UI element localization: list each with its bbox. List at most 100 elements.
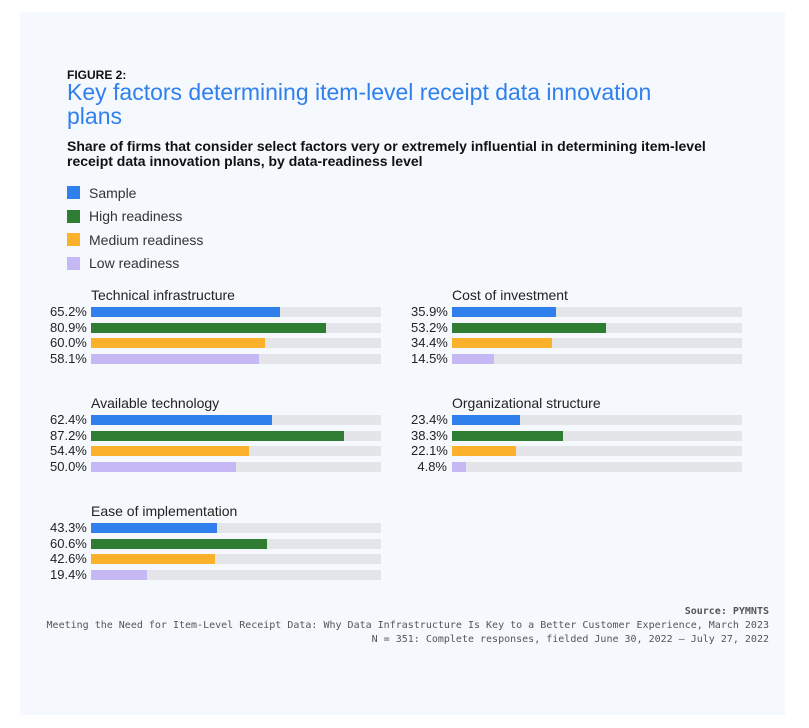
bar [452,322,607,333]
bar-track [91,446,381,457]
data-label: 14.5% [411,351,448,367]
data-label: 35.9% [411,304,448,319]
bar-track [452,446,742,457]
data-label: 50.0% [50,459,87,475]
bar-track [91,554,381,565]
bar [91,554,215,565]
bar [452,462,466,473]
bar-row: 35.9% [411,304,751,319]
source: Source: PYMNTS [684,606,769,617]
data-label: 38.3% [411,427,448,443]
chart-title: Key factors determining item-level recei… [67,79,652,129]
bar-track [91,430,381,441]
bar-track [91,338,381,349]
bar-track [452,322,742,333]
bar-track [91,570,381,581]
bar [452,354,495,365]
bar-row: 23.4% [411,412,751,427]
bar-track [91,462,381,473]
bar-row: 65.2% [50,304,390,319]
bar [91,570,148,581]
data-label: 60.6% [50,535,87,551]
legend-swatch [67,209,80,223]
bar [91,462,236,473]
bar [91,538,267,549]
bar-row: 80.9% [50,321,390,334]
data-label: 54.4% [50,443,87,459]
data-label: 34.4% [411,335,448,351]
legend-swatch [67,233,80,247]
bar-row: 60.6% [50,535,390,551]
bar [452,430,564,441]
bar-row: 22.1% [411,443,751,459]
data-label: 62.4% [50,412,87,427]
sample-note: N = 351: Complete responses, fielded Jun… [371,634,769,645]
panel-title: Available technology [91,395,220,411]
bar [91,430,344,441]
panel-title: Ease of implementation [91,503,238,519]
bar-row: 87.2% [50,429,390,442]
legend-label: Medium readiness [89,231,204,248]
bar [91,322,326,333]
bar-row: 14.5% [411,351,751,367]
bar [452,415,520,425]
panel-title: Technical infrastructure [91,287,235,303]
bar [452,338,552,349]
bar-track [91,322,381,333]
bar-row: 19.4% [50,567,390,583]
report-citation: Meeting the Need for Item-Level Receipt … [46,620,769,631]
data-label: 43.3% [50,520,87,535]
bar-row: 42.6% [50,551,390,567]
data-label: 23.4% [411,412,448,427]
data-label: 60.0% [50,335,87,351]
bar-row: 38.3% [411,427,751,443]
data-label: 22.1% [411,443,448,459]
data-label: 4.8% [417,459,447,475]
bar-row: 53.2% [411,319,751,335]
legend: Sample High readiness Medium readiness Low … [67,181,203,275]
panel-title: Organizational structure [452,395,601,411]
legend-item: Low readiness [67,252,203,276]
bar-track [452,307,742,317]
bar [91,415,272,425]
bar [91,354,260,365]
bar [91,307,281,317]
bar-track [452,338,742,349]
data-label: 42.6% [50,551,87,567]
legend-item: Medium readiness [67,228,203,252]
panel-title: Cost of investment [452,287,568,303]
chart-subtitle: Share of firms that consider select fact… [67,138,706,169]
legend-swatch [67,186,80,200]
bar [91,446,249,457]
legend-item: Sample [67,181,203,205]
bar-track [452,415,742,425]
bar-track [452,354,742,365]
bar-row: 4.8% [411,459,751,475]
legend-label: Sample [89,184,137,201]
bar-row: 62.4% [50,412,390,427]
data-label: 19.4% [50,567,87,583]
data-label: 58.1% [50,351,87,367]
legend-label: Low readiness [89,255,180,272]
bar-track [91,307,381,317]
legend-label: High readiness [89,208,183,225]
bar-track [91,354,381,365]
bar-row: 50.0% [50,459,390,475]
bar [452,307,557,317]
bar-track [452,462,742,473]
data-label: 65.2% [50,304,87,319]
bar-row: 60.0% [50,335,390,351]
bar-track [91,415,381,425]
bar [91,523,217,533]
bar-row: 34.4% [411,335,751,351]
figure-label: FIGURE 2: [67,68,127,82]
legend-swatch [67,256,80,270]
bar-row: 54.4% [50,443,390,459]
bar [452,446,517,457]
bar-track [452,430,742,441]
bar-track [91,523,381,533]
bar-row: 43.3% [50,520,390,535]
data-label: 53.2% [411,319,448,335]
bar [91,338,265,349]
bar-row: 58.1% [50,351,390,367]
